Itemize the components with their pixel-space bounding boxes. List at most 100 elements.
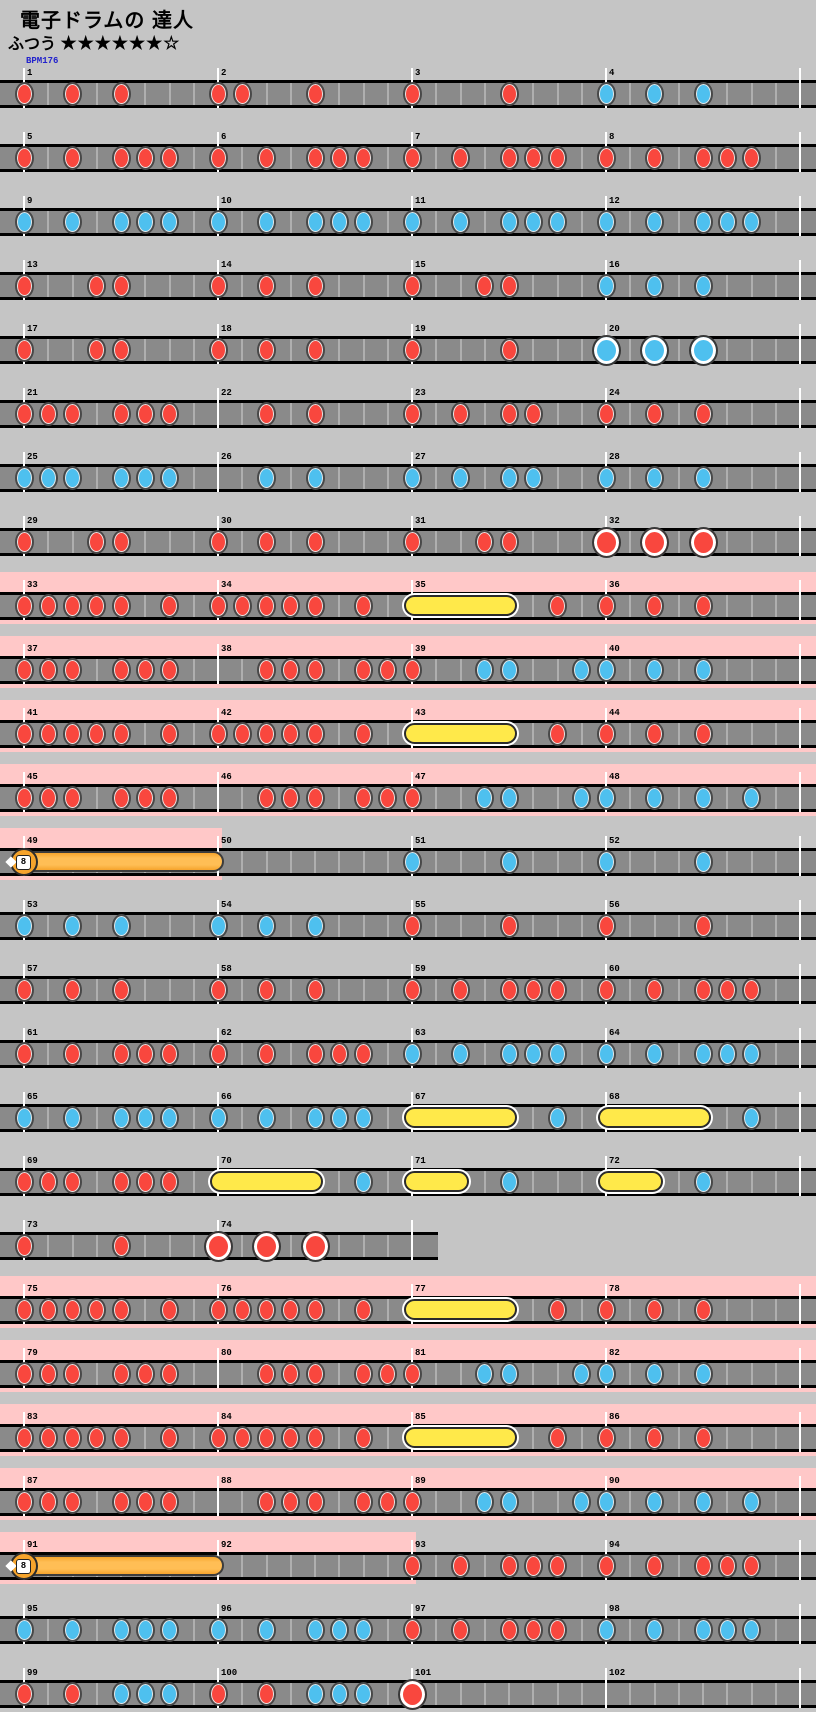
don-note — [281, 658, 301, 682]
beat-divider — [192, 1427, 195, 1449]
beat-divider — [774, 275, 777, 297]
ka-note — [160, 1106, 179, 1130]
ka-note — [693, 466, 713, 490]
don-note — [596, 402, 616, 426]
beat-divider — [750, 1171, 753, 1193]
beat-divider — [362, 403, 365, 425]
ka-note — [111, 1106, 131, 1130]
beat-divider — [677, 1555, 680, 1577]
beat-divider — [677, 1171, 680, 1193]
beat-divider — [580, 531, 583, 553]
beat-divider — [580, 83, 583, 105]
don-note — [402, 82, 422, 106]
beat-divider — [192, 1619, 195, 1641]
beat-divider — [459, 851, 462, 873]
measure-number: 92 — [221, 1540, 232, 1550]
ka-note — [208, 1106, 228, 1130]
measure-end-line — [799, 772, 801, 812]
measure-line — [217, 1348, 219, 1388]
measure-number: 43 — [415, 708, 426, 718]
don-note — [111, 1298, 131, 1322]
measure-number: 14 — [221, 260, 232, 270]
don-note — [596, 1554, 616, 1578]
ka-note — [257, 1618, 276, 1642]
beat-divider — [483, 339, 486, 361]
don-note — [305, 338, 325, 362]
don-note — [305, 658, 325, 682]
beat-divider — [556, 339, 559, 361]
beat-divider — [556, 915, 559, 937]
beat-divider — [192, 83, 195, 105]
don-note — [160, 1042, 179, 1066]
beat-divider — [629, 1363, 632, 1385]
don-note — [38, 594, 58, 618]
beat-divider — [265, 851, 268, 873]
ka-note — [499, 1170, 519, 1194]
don-note — [135, 402, 155, 426]
don-note — [499, 914, 519, 938]
beat-divider — [629, 83, 632, 105]
measure-number: 69 — [27, 1156, 38, 1166]
beat-divider — [338, 1427, 341, 1449]
beat-divider — [241, 1043, 244, 1065]
beat-divider — [653, 915, 656, 937]
don-note — [354, 146, 373, 170]
beat-divider — [677, 851, 680, 873]
beat-divider — [241, 787, 244, 809]
beat-divider — [289, 1683, 292, 1705]
beat-divider — [95, 979, 98, 1001]
measure-number: 57 — [27, 964, 38, 974]
beat-divider — [95, 211, 98, 233]
don-note — [378, 658, 398, 682]
beat-divider — [192, 1235, 195, 1257]
measure-number: 15 — [415, 260, 426, 270]
beat-divider — [289, 211, 292, 233]
difficulty-stars: ★★★★★★☆ — [60, 33, 181, 53]
beat-divider — [241, 1555, 244, 1577]
don-note — [693, 1554, 713, 1578]
ka-note — [305, 466, 325, 490]
measure-number: 17 — [27, 324, 38, 334]
don-note — [14, 1298, 34, 1322]
beat-divider — [750, 659, 753, 681]
measure-number: 28 — [609, 452, 620, 462]
beat-divider — [289, 403, 292, 425]
beat-divider — [774, 531, 777, 553]
don-note — [14, 402, 34, 426]
beat-divider — [241, 1235, 244, 1257]
beat-divider — [726, 659, 729, 681]
don-note — [63, 1170, 82, 1194]
beat-divider — [580, 595, 583, 617]
measure-number: 62 — [221, 1028, 232, 1038]
beat-divider — [144, 275, 147, 297]
beat-divider — [629, 1491, 632, 1513]
don-note — [281, 786, 301, 810]
bpm-label: BPM176 — [26, 56, 59, 66]
beat-divider — [580, 339, 583, 361]
beat-divider — [629, 339, 632, 361]
beat-divider — [192, 339, 195, 361]
ka-note — [596, 850, 616, 874]
don-note — [14, 1234, 34, 1258]
measure-end-line — [799, 388, 801, 428]
beat-divider — [168, 1235, 171, 1257]
beat-divider — [289, 1555, 292, 1577]
beat-divider — [386, 531, 389, 553]
beat-divider — [362, 339, 365, 361]
measure-number: 13 — [27, 260, 38, 270]
don-note — [257, 1042, 276, 1066]
measure-number: 1 — [27, 68, 33, 78]
don-note — [232, 594, 252, 618]
beat-divider — [629, 1427, 632, 1449]
don-note — [499, 402, 519, 426]
don-note — [693, 594, 713, 618]
ka-note — [135, 1106, 155, 1130]
measure-number: 18 — [221, 324, 232, 334]
beat-divider — [532, 595, 535, 617]
don-note — [402, 274, 422, 298]
don-note — [14, 1426, 34, 1450]
beat-divider — [144, 1427, 147, 1449]
beat-divider — [289, 979, 292, 1001]
beat-divider — [774, 659, 777, 681]
